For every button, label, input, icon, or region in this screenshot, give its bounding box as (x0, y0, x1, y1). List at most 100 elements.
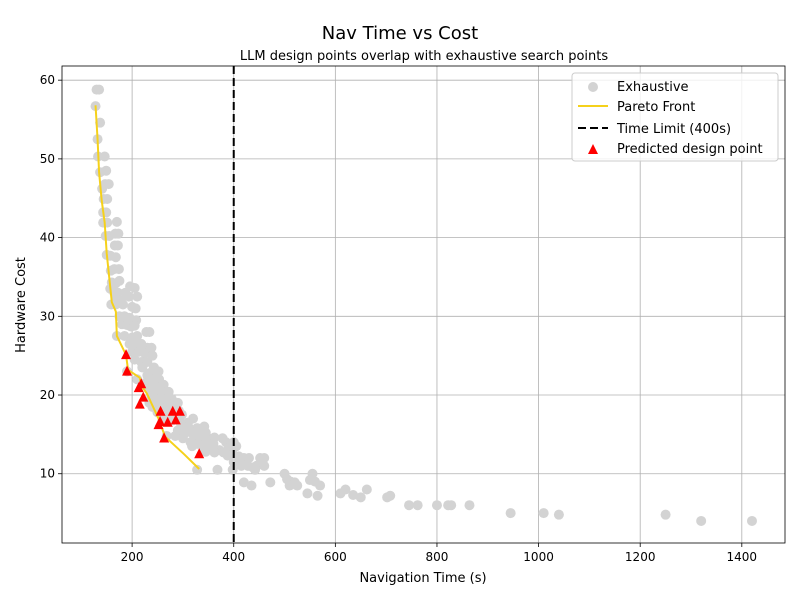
y-tick-label: 30 (40, 309, 55, 323)
exhaustive-point (246, 480, 257, 491)
predicted-point (167, 405, 178, 416)
legend-label-time-limit: Time Limit (400s) (616, 122, 731, 137)
y-tick-label: 10 (40, 467, 55, 481)
predicted-point (174, 405, 185, 416)
exhaustive-point (192, 464, 203, 475)
x-tick-label: 400 (222, 550, 245, 564)
x-tick-label: 800 (426, 550, 449, 564)
exhaustive-point (187, 441, 198, 452)
chart-subtitle: LLM design points overlap with exhaustiv… (240, 49, 608, 64)
exhaustive-point (129, 282, 140, 293)
exhaustive-point (99, 151, 110, 162)
exhaustive-point (130, 303, 141, 314)
exhaustive-point (172, 397, 183, 408)
exhaustive-point (101, 165, 112, 176)
exhaustive-point (177, 433, 188, 444)
exhaustive-point (312, 490, 323, 501)
exhaustive-point (505, 508, 516, 519)
legend-marker-predicted (588, 144, 598, 154)
legend-label-predicted: Predicted design point (617, 142, 763, 157)
legend-label-pareto: Pareto Front (617, 100, 695, 115)
exhaustive-point (315, 480, 326, 491)
exhaustive-point (112, 240, 123, 251)
predicted-point (134, 398, 145, 409)
exhaustive-point (209, 447, 220, 458)
predicted-point (155, 415, 166, 426)
predicted-point (122, 365, 133, 376)
exhaustive-point (302, 488, 313, 499)
exhaustive-point (119, 330, 130, 341)
y-axis-label: Hardware Cost (14, 257, 29, 353)
exhaustive-point (139, 348, 150, 359)
exhaustive-point (696, 515, 707, 526)
exhaustive-point (243, 452, 254, 463)
y-tick-label: 50 (40, 152, 55, 166)
exhaustive-point (113, 264, 124, 275)
plot-frame (61, 65, 786, 544)
exhaustive-point (431, 500, 442, 511)
predicted-point (136, 378, 147, 389)
legend-label-exhaustive: Exhaustive (617, 80, 689, 95)
exhaustive-point (361, 484, 372, 495)
legend: Exhaustive Pareto Front Time Limit (400s… (571, 72, 779, 162)
exhaustive-point (446, 500, 457, 511)
exhaustive-point (114, 275, 125, 286)
exhaustive-point (212, 464, 223, 475)
exhaustive-point (553, 509, 564, 520)
exhaustive-point (113, 228, 124, 239)
exhaustive-point (404, 500, 415, 511)
exhaustive-point (102, 194, 113, 205)
exhaustive-point (238, 477, 249, 488)
predicted-point (138, 391, 149, 402)
exhaustive-point (124, 291, 135, 302)
x-tick-label: 1200 (625, 550, 656, 564)
legend-marker-exhaustive (588, 82, 598, 92)
y-tick-label: 60 (40, 73, 55, 87)
exhaustive-point (193, 425, 204, 436)
predicted-point (121, 349, 132, 360)
exhaustive-point (292, 480, 303, 491)
exhaustive-point (746, 515, 757, 526)
data-layer (90, 66, 757, 543)
exhaustive-point (144, 327, 155, 338)
exhaustive-point (111, 216, 122, 227)
x-tick-label: 1400 (727, 550, 758, 564)
y-tick-label: 20 (40, 388, 55, 402)
exhaustive-point (265, 477, 276, 488)
predicted-point (159, 432, 170, 443)
predicted-point (194, 448, 205, 459)
exhaustive-point (137, 362, 148, 373)
pareto-front-line (94, 105, 200, 470)
predicted-point (155, 405, 166, 416)
exhaustive-point (227, 464, 238, 475)
x-tick-label: 600 (324, 550, 347, 564)
predicted-point (162, 416, 173, 427)
exhaustive-point (94, 84, 105, 95)
exhaustive-point (284, 480, 295, 491)
exhaustive-point (110, 252, 121, 263)
axes: 200 400 600 800 1000 1200 1400 10 20 30 40 50 60 (40, 65, 786, 564)
x-tick-label: 1000 (523, 550, 554, 564)
exhaustive-point (538, 508, 549, 519)
exhaustive-point (170, 430, 181, 441)
exhaustive-point (146, 342, 157, 353)
exhaustive-point (132, 291, 143, 302)
exhaustive-point (129, 320, 140, 331)
x-axis-label: Navigation Time (s) (359, 571, 486, 586)
exhaustive-point (188, 413, 199, 424)
exhaustive-point (200, 446, 211, 457)
predicted-point (170, 414, 181, 425)
exhaustive-point (228, 456, 239, 467)
exhaustive-point (153, 366, 164, 377)
exhaustive-point (250, 464, 261, 475)
exhaustive-point (340, 484, 351, 495)
exhaustive-point (103, 179, 114, 190)
exhaustive-point (385, 490, 396, 501)
exhaustive-point (660, 509, 671, 520)
legend-box (571, 72, 779, 162)
y-tick-label: 40 (40, 231, 55, 245)
exhaustive-point (355, 492, 366, 503)
exhaustive-point (117, 299, 128, 310)
x-tick-label: 200 (121, 550, 144, 564)
